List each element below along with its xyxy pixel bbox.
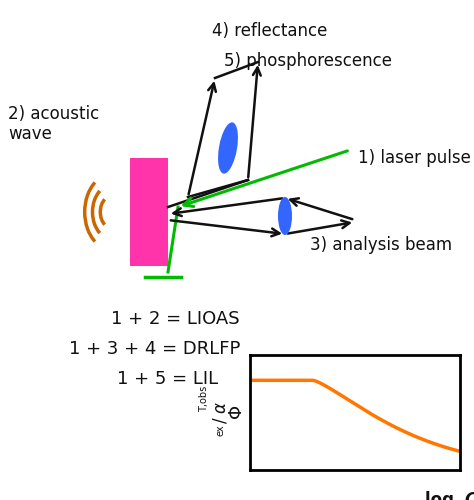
Text: ex: ex: [216, 424, 226, 436]
Text: 1 + 2 = LIOAS: 1 + 2 = LIOAS: [111, 310, 239, 328]
Text: 1 + 3 + 4 = DRLFP: 1 + 3 + 4 = DRLFP: [69, 340, 241, 358]
Text: 1 + 5 = LIL: 1 + 5 = LIL: [118, 370, 219, 388]
Text: T,obs: T,obs: [199, 386, 209, 412]
Text: 4) reflectance: 4) reflectance: [212, 22, 328, 40]
Text: 3) analysis beam: 3) analysis beam: [310, 236, 452, 254]
Text: / $\alpha$: / $\alpha$: [211, 400, 229, 424]
Ellipse shape: [218, 122, 238, 174]
Text: $\Phi$: $\Phi$: [228, 405, 246, 420]
Text: wave: wave: [8, 125, 52, 143]
Text: 2) acoustic: 2) acoustic: [8, 105, 99, 123]
Text: 1) laser pulse: 1) laser pulse: [358, 149, 471, 167]
Ellipse shape: [278, 197, 292, 235]
Text: C: C: [465, 490, 474, 500]
Bar: [130, 158, 168, 266]
Text: log: log: [425, 490, 460, 500]
Text: 5) phosphorescence: 5) phosphorescence: [224, 52, 392, 70]
